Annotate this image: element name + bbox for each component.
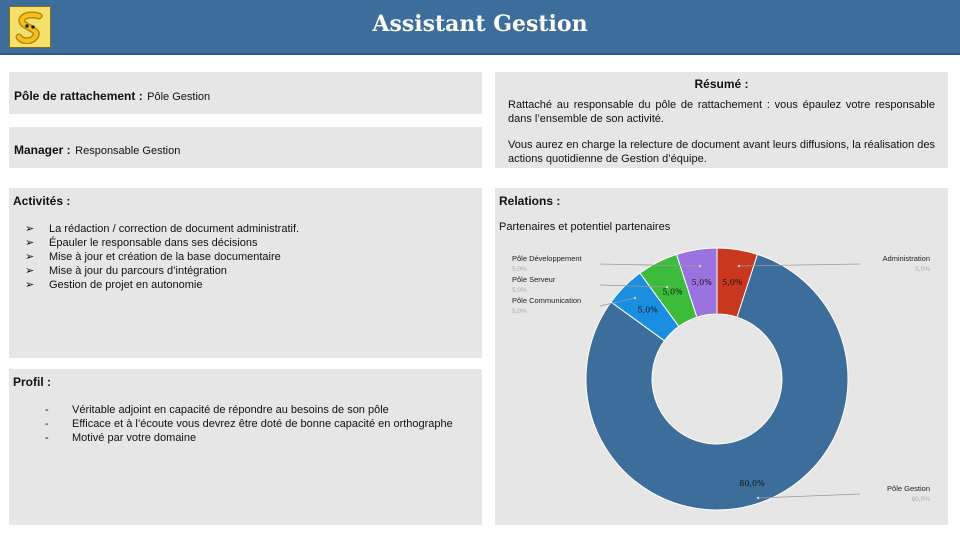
dash-bullet-icon: -	[45, 404, 49, 416]
slice-value-label: 80,0%	[739, 479, 765, 488]
activites-title: Activités :	[13, 194, 71, 208]
manager-value: Responsable Gestion	[75, 145, 181, 157]
manager-label: Manager :	[14, 143, 71, 157]
callout-dot	[665, 285, 669, 289]
callout-dot	[756, 496, 760, 500]
callout-dot	[633, 296, 637, 300]
list-item-text: Épauler le responsable dans ses décision…	[49, 237, 258, 249]
slice-value-label: 5,0%	[662, 288, 683, 297]
arrow-bullet-icon: ➢	[25, 223, 35, 235]
list-item: - Motivé par votre domaine	[45, 431, 478, 445]
callout-category-label: Pôle Gestion	[887, 484, 930, 493]
callout-category-label: Administration	[882, 254, 930, 263]
arrow-bullet-icon: ➢	[25, 265, 35, 277]
profil-panel: Profil : - Véritable adjoint en capacité …	[9, 369, 482, 525]
list-item-text: Motivé par votre domaine	[72, 432, 197, 444]
activites-panel: Activités : ➢ La rédaction / correction d…	[9, 188, 482, 358]
callout-leader-line	[757, 493, 861, 499]
relations-subtitle: Partenaires et potentiel partenaires	[499, 221, 671, 233]
callout-leader-line	[738, 263, 861, 267]
page-title: Assistant Gestion	[372, 11, 588, 37]
profil-title: Profil :	[13, 375, 51, 389]
resume-paragraph-2: Vous aurez en charge la relecture de doc…	[508, 139, 935, 165]
callout-leader-line	[599, 284, 668, 288]
resume-panel: Résumé : Rattaché au responsable du pôle…	[495, 72, 948, 168]
list-item-text: Efficace et à l’écoute vous devrez être …	[72, 418, 453, 430]
callout-category-label: Pôle Communication	[512, 296, 581, 305]
resume-paragraph-1: Rattaché au responsable du pôle de ratta…	[508, 99, 935, 125]
list-item: - Véritable adjoint en capacité de répond…	[45, 403, 478, 417]
list-item: - Efficace et à l’écoute vous devrez être…	[45, 417, 478, 431]
pole-value: Pôle Gestion	[147, 91, 211, 103]
pole-label: Pôle de rattachement :	[14, 89, 143, 103]
relations-donut-chart: 5,0%80,0%5,0%5,0%5,0%Pôle Développement5…	[512, 247, 931, 511]
list-item-text: Mise à jour et création de la base docum…	[49, 251, 281, 263]
arrow-bullet-icon: ➢	[25, 237, 35, 249]
callout-dot	[737, 264, 741, 268]
callout-value-label: 5,0%	[512, 308, 527, 315]
slice-p-le-gestion	[585, 253, 849, 511]
list-item: ➢ Mise à jour et création de la base docu…	[25, 250, 478, 264]
callout-value-label: 5,0%	[512, 266, 527, 273]
callout-category-label: Pôle Serveur	[512, 275, 556, 284]
pole-panel: Pôle de rattachement : Pôle Gestion	[9, 72, 482, 114]
list-item-text: Gestion de projet en autonomie	[49, 279, 203, 291]
callout-value-label: 5,0%	[915, 266, 930, 273]
manager-panel: Manager : Responsable Gestion	[9, 127, 482, 168]
list-item: ➢ Gestion de projet en autonomie	[25, 278, 478, 292]
list-item-text: Mise à jour du parcours d’intégration	[49, 265, 227, 277]
list-item: ➢ Mise à jour du parcours d’intégration	[25, 264, 478, 278]
callout-leader-line	[599, 263, 701, 267]
list-item: ➢ Épauler le responsable dans ses décisio…	[25, 236, 478, 250]
slice-value-label: 5,0%	[692, 278, 713, 287]
callout-category-label: Pôle Développement	[512, 254, 583, 263]
slice-value-label: 5,0%	[638, 306, 659, 315]
arrow-bullet-icon: ➢	[25, 251, 35, 263]
profil-list: - Véritable adjoint en capacité de répond…	[13, 403, 478, 445]
relations-panel: Relations : Partenaires et potentiel par…	[495, 188, 948, 525]
slice-p-le-d-veloppement	[675, 247, 718, 318]
callout-value-label: 80,0%	[912, 496, 931, 503]
list-item-text: La rédaction / correction de document ad…	[49, 223, 300, 235]
callout-dot	[698, 264, 702, 268]
slice-value-label: 5,0%	[722, 278, 743, 287]
resume-title: Résumé :	[694, 77, 749, 91]
list-item-text: Véritable adjoint en capacité de répondr…	[72, 404, 389, 416]
callout-value-label: 5,0%	[512, 287, 527, 294]
activites-list: ➢ La rédaction / correction de document a…	[13, 222, 478, 292]
snake-s-logo-icon	[9, 6, 51, 48]
list-item: ➢ La rédaction / correction de document a…	[25, 222, 478, 236]
callout-leader-line	[599, 297, 636, 307]
dash-bullet-icon: -	[45, 418, 49, 430]
dash-bullet-icon: -	[45, 432, 49, 444]
relations-title: Relations :	[499, 194, 561, 208]
arrow-bullet-icon: ➢	[25, 279, 35, 291]
header-bar: Assistant Gestion	[0, 0, 960, 55]
